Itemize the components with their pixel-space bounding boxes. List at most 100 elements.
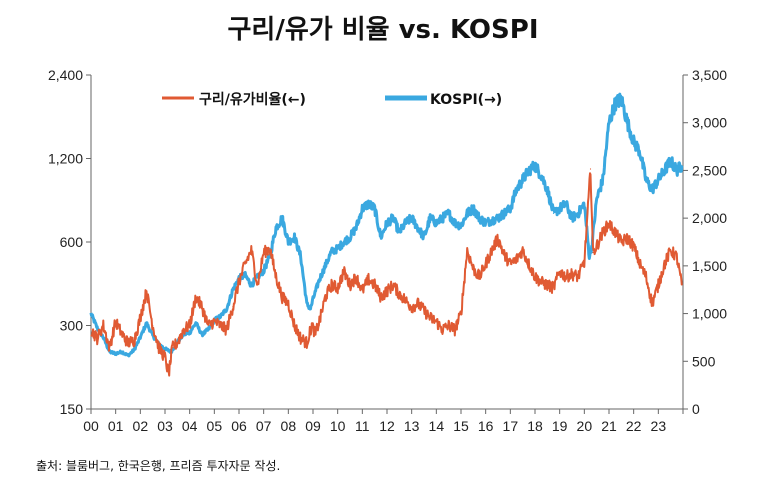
kospi-point bbox=[275, 227, 277, 229]
kospi-point bbox=[602, 179, 604, 181]
kospi-point bbox=[226, 308, 228, 310]
copper-oil-point bbox=[213, 320, 215, 323]
left-tick-label: 1,200 bbox=[48, 151, 83, 167]
copper-oil-point bbox=[314, 333, 317, 335]
kospi-point bbox=[423, 236, 425, 238]
kospi-point bbox=[133, 349, 135, 351]
kospi-point bbox=[263, 270, 265, 272]
kospi-point bbox=[454, 222, 456, 224]
x-tick-label: 21 bbox=[601, 418, 617, 434]
copper-oil-point bbox=[639, 263, 641, 265]
x-tick-label: 08 bbox=[281, 418, 297, 434]
copper-oil-point bbox=[596, 245, 598, 247]
x-tick-label: 16 bbox=[478, 418, 494, 434]
left-tick-label: 300 bbox=[60, 318, 84, 334]
kospi-point bbox=[312, 298, 314, 300]
kospi-point bbox=[608, 122, 610, 124]
copper-oil-point bbox=[164, 356, 166, 359]
copper-oil-point bbox=[337, 287, 339, 289]
x-tick-label: 14 bbox=[429, 418, 445, 434]
right-tick-label: 3,000 bbox=[692, 115, 727, 131]
copper-oil-point bbox=[115, 320, 117, 323]
copper-oil-point bbox=[608, 222, 610, 224]
kospi-point bbox=[663, 169, 666, 171]
copper-oil-point bbox=[565, 276, 567, 278]
copper-oil-point bbox=[219, 324, 222, 327]
right-tick-label: 1,500 bbox=[692, 258, 727, 274]
kospi-point bbox=[639, 150, 641, 152]
x-tick-label: 07 bbox=[256, 418, 272, 434]
copper-oil-point bbox=[319, 317, 321, 319]
x-tick-label: 05 bbox=[207, 418, 223, 434]
kospi-point bbox=[633, 141, 635, 143]
copper-oil-point bbox=[195, 296, 197, 298]
kospi-point bbox=[448, 212, 450, 214]
x-tick-label: 23 bbox=[651, 418, 667, 434]
kospi-point bbox=[244, 274, 246, 276]
x-tick-label: 02 bbox=[133, 418, 149, 434]
x-tick-label: 00 bbox=[83, 418, 99, 434]
x-tick-label: 11 bbox=[355, 418, 370, 434]
copper-oil-point bbox=[571, 273, 573, 275]
kospi-point bbox=[435, 222, 437, 224]
copper-oil-point bbox=[176, 342, 178, 344]
kospi-point bbox=[398, 231, 400, 234]
source-note: 출처: 블룸버그, 한국은행, 프리즘 투자자문 작성. bbox=[36, 458, 280, 473]
x-tick-label: 19 bbox=[552, 418, 568, 434]
copper-oil-point bbox=[386, 290, 388, 292]
kospi-point bbox=[306, 303, 308, 305]
kospi-point bbox=[189, 332, 191, 334]
kospi-point bbox=[392, 217, 394, 219]
kospi-point bbox=[380, 236, 382, 238]
copper-oil-point bbox=[250, 249, 252, 251]
kospi-point bbox=[528, 169, 530, 171]
copper-oil-point bbox=[411, 306, 413, 308]
copper-oil-point bbox=[676, 256, 678, 258]
kospi-point bbox=[485, 222, 487, 224]
copper-oil-point bbox=[232, 306, 234, 308]
copper-oil-point bbox=[429, 317, 431, 319]
kospi-point bbox=[515, 188, 518, 191]
kospi-point bbox=[145, 322, 148, 324]
kospi-point bbox=[411, 217, 413, 219]
copper-oil-point bbox=[626, 237, 629, 239]
copper-oil-point bbox=[614, 231, 616, 233]
kospi-point bbox=[491, 219, 493, 221]
kospi-point bbox=[300, 255, 302, 257]
kospi-point bbox=[367, 203, 370, 205]
copper-oil-point bbox=[663, 263, 666, 265]
copper-oil-point bbox=[269, 247, 271, 249]
copper-oil-point bbox=[127, 342, 129, 344]
kospi-point bbox=[546, 188, 548, 191]
copper-oil-point bbox=[355, 276, 357, 278]
copper-oil-point bbox=[108, 346, 111, 349]
kospi-point bbox=[441, 217, 444, 219]
copper-oil-point bbox=[311, 324, 313, 327]
kospi-point bbox=[522, 179, 524, 181]
copper-oil-point bbox=[102, 324, 104, 327]
kospi-point bbox=[534, 165, 536, 167]
kospi-point bbox=[207, 329, 209, 331]
copper-oil-point bbox=[374, 284, 376, 286]
copper-oil-point bbox=[417, 302, 419, 305]
kospi-point bbox=[318, 279, 320, 281]
kospi-point bbox=[343, 241, 345, 243]
kospi-point bbox=[497, 217, 499, 219]
kospi-point bbox=[324, 265, 326, 267]
copper-oil-point bbox=[435, 320, 437, 323]
kospi-point bbox=[670, 160, 672, 162]
kospi-point bbox=[472, 208, 474, 210]
kospi-point bbox=[232, 289, 234, 291]
kospi-point bbox=[287, 241, 289, 243]
copper-oil-point bbox=[589, 168, 592, 170]
kospi-point bbox=[540, 174, 542, 176]
copper-oil-point bbox=[244, 263, 246, 265]
copper-oil-point bbox=[633, 245, 635, 247]
left-tick-label: 600 bbox=[60, 234, 84, 250]
legend-label-kospi: KOSPI(→) bbox=[430, 92, 502, 108]
copper-oil-point bbox=[324, 296, 326, 298]
x-tick-label: 03 bbox=[157, 418, 173, 434]
right-tick-label: 500 bbox=[692, 353, 716, 369]
copper-oil-point bbox=[534, 276, 536, 278]
kospi-point bbox=[121, 351, 123, 353]
